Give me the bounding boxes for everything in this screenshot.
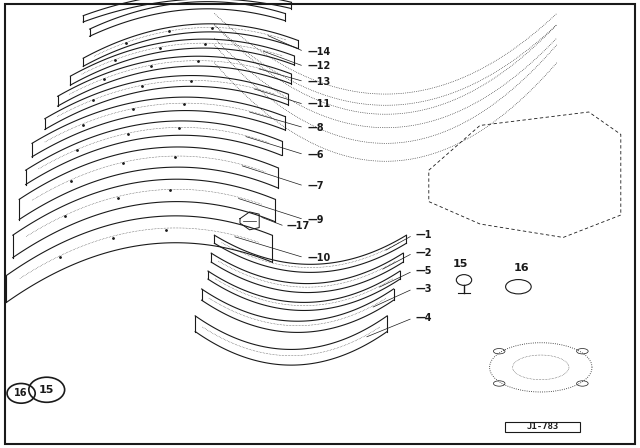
Text: —5: —5 xyxy=(416,266,433,276)
Text: —10: —10 xyxy=(307,253,330,263)
Text: —7: —7 xyxy=(307,181,324,191)
Text: —8: —8 xyxy=(307,123,324,133)
Text: —6: —6 xyxy=(307,150,324,159)
Text: 16: 16 xyxy=(14,388,28,398)
Text: 15: 15 xyxy=(39,385,54,395)
Text: —1: —1 xyxy=(416,230,433,240)
Text: —14: —14 xyxy=(307,47,330,56)
Text: 15: 15 xyxy=(453,259,468,269)
Text: —3: —3 xyxy=(416,284,433,294)
Text: —12: —12 xyxy=(307,61,330,71)
Text: —17: —17 xyxy=(287,221,310,231)
Text: 16: 16 xyxy=(514,263,529,273)
Text: —11: —11 xyxy=(307,99,330,109)
Text: J1-783: J1-783 xyxy=(526,422,559,431)
Text: —9: —9 xyxy=(307,215,324,224)
Text: —13: —13 xyxy=(307,77,330,86)
Text: —2: —2 xyxy=(416,248,433,258)
Text: —4: —4 xyxy=(416,313,433,323)
